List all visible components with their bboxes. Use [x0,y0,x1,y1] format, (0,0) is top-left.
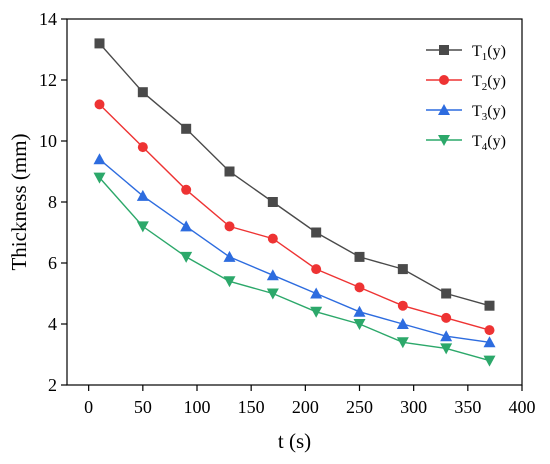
series-line-4 [98,177,490,362]
series-3-point [266,269,279,281]
series-2-point [224,221,235,232]
series-line-2 [99,103,490,331]
series-4-point [310,306,323,318]
x-tick-label: 100 [184,397,211,417]
series-1-point [311,227,322,238]
legend: T1(y) T2(y) T3(y) T4(y) [426,43,506,153]
y-tick-label: 10 [39,131,57,151]
x-tick-label: 400 [509,397,536,417]
series-2-point [267,233,278,244]
series-1-point [137,87,148,98]
series-4-point [136,221,149,233]
x-tick-label: 150 [238,397,265,417]
series-2-point [441,312,452,323]
series-1-point [224,166,235,177]
x-tick-label: 350 [454,397,481,417]
series-4-point [223,276,236,288]
series-4-point [483,355,496,367]
legend-marker-1 [439,45,449,55]
series-2-point [484,325,495,336]
y-tick-label: 12 [39,70,57,90]
series-4-point [180,251,193,263]
series-1-point [267,197,278,207]
series-line-1 [98,42,490,307]
legend-label-3: T3(y) [472,103,506,123]
series-2-point [181,184,192,195]
series-2-point [94,99,105,110]
series-2-point [311,264,322,275]
y-tick-label: 6 [48,253,57,273]
plot-frame [66,18,523,386]
x-tick-label: 50 [134,397,152,417]
y-tick-label: 2 [48,375,57,395]
series-3-point [136,189,149,201]
series-3-point [353,305,366,317]
x-tick-label: 200 [292,397,319,417]
series-markers [93,38,496,367]
y-tick-label: 14 [39,9,57,29]
y-axis-title: Thickness (mm) [7,133,31,270]
series-4-point [353,319,366,330]
series-4-point [440,343,453,355]
series-1-point [484,300,495,311]
legend-marker-2 [439,75,449,85]
series-4-point [396,337,409,349]
x-tick-label: 250 [346,397,373,417]
axes: 0 50 100 150 200 250 300 350 400 2 4 6 8 10 12 14 [39,9,536,417]
series-2-point [137,142,148,153]
legend-marker-4 [438,135,450,146]
series-3-point [310,287,323,299]
x-tick-label: 300 [400,397,427,417]
legend-label-4: T4(y) [472,133,506,153]
series-2-point [397,300,408,311]
series-lines [98,42,490,362]
series-1-point [94,38,105,49]
x-tick-label: 0 [84,397,93,417]
series-3-point [483,336,496,348]
series-1-point [397,264,408,275]
series-1-point [181,123,192,134]
series-1-point [354,251,365,262]
series-3-point [396,318,409,329]
x-axis-title: t (s) [278,429,311,453]
legend-label-1: T1(y) [472,43,506,63]
legend-marker-3 [438,104,450,115]
series-4-point [266,288,279,300]
y-tick-label: 8 [48,192,57,212]
series-3-point [440,330,453,342]
series-3-point [223,250,236,262]
series-1-point [441,288,452,299]
series-line-3 [99,158,490,343]
y-tick-label: 4 [48,314,57,334]
series-2-point [354,282,365,293]
legend-label-2: T2(y) [472,73,506,93]
series-3-point [93,153,106,165]
series-4-point [93,172,106,184]
series-3-point [180,220,193,232]
